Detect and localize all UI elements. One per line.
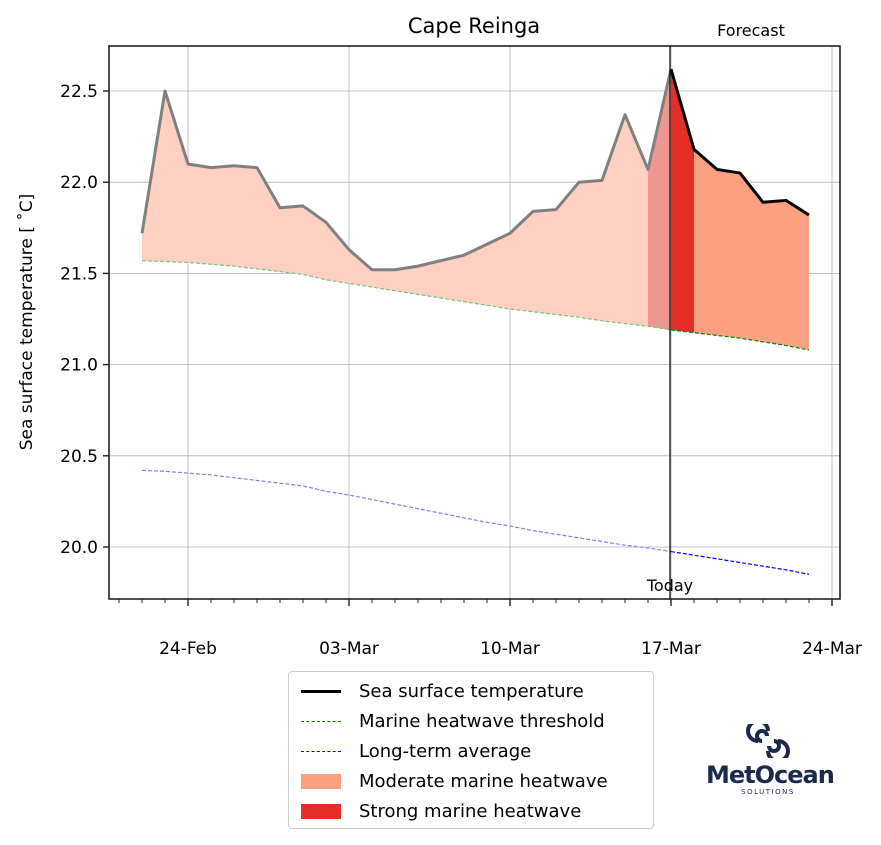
svg-text:24-Mar: 24-Mar — [802, 639, 862, 659]
svg-text:21.5: 21.5 — [60, 264, 98, 284]
legend-label: Sea surface temperature — [359, 680, 584, 702]
axes: 20.0 20.5 21.0 21.5 22.0 22.5 24-Feb 03-Mar 10-M… — [60, 82, 862, 659]
svg-text:21.0: 21.0 — [60, 356, 98, 376]
chart-title: Cape Reinga — [408, 14, 540, 38]
data-lines — [140, 68, 810, 575]
legend-item-threshold: Marine heatwave threshold — [297, 706, 645, 736]
legend-item-sst: Sea surface temperature — [297, 676, 645, 706]
svg-text:17-Mar: 17-Mar — [641, 639, 701, 659]
dashed-line-icon — [301, 750, 341, 752]
svg-text:20.0: 20.0 — [60, 538, 98, 558]
grid-lines — [109, 46, 840, 599]
chart-legend: Sea surface temperature Marine heatwave … — [288, 671, 654, 829]
legend-label: Marine heatwave threshold — [359, 710, 605, 732]
heatwave-fills — [142, 69, 809, 351]
legend-label: Strong marine heatwave — [359, 800, 582, 822]
y-axis-label: Sea surface temperature [ ˚C] — [16, 194, 37, 451]
svg-text:22.5: 22.5 — [60, 82, 98, 102]
legend-label: Long-term average — [359, 740, 532, 762]
svg-text:24-Feb: 24-Feb — [159, 639, 217, 659]
svg-text:20.5: 20.5 — [60, 447, 98, 467]
legend-item-moderate: Moderate marine heatwave — [297, 766, 645, 796]
dashed-line-icon — [301, 720, 341, 722]
svg-text:10-Mar: 10-Mar — [480, 639, 540, 659]
solid-line-icon — [301, 689, 341, 693]
legend-item-average: Long-term average — [297, 736, 645, 766]
patch-icon — [301, 773, 341, 789]
svg-text:22.0: 22.0 — [60, 173, 98, 193]
logo-text: MetOcean — [706, 761, 835, 789]
wave-swirl-icon — [746, 719, 790, 763]
forecast-annotation: Forecast — [717, 21, 785, 40]
logo-subtext: SOLUTIONS — [741, 788, 795, 796]
today-annotation: Today — [646, 576, 693, 595]
legend-item-strong: Strong marine heatwave — [297, 796, 645, 826]
plot-frame — [108, 45, 841, 600]
legend-label: Moderate marine heatwave — [359, 770, 608, 792]
svg-text:03-Mar: 03-Mar — [319, 639, 379, 659]
metocean-logo: MetOcean SOLUTIONS — [706, 719, 835, 796]
patch-icon — [301, 803, 341, 819]
chart-plot: Cape Reinga Forecast Today 20.020.521.02… — [16, 14, 862, 659]
